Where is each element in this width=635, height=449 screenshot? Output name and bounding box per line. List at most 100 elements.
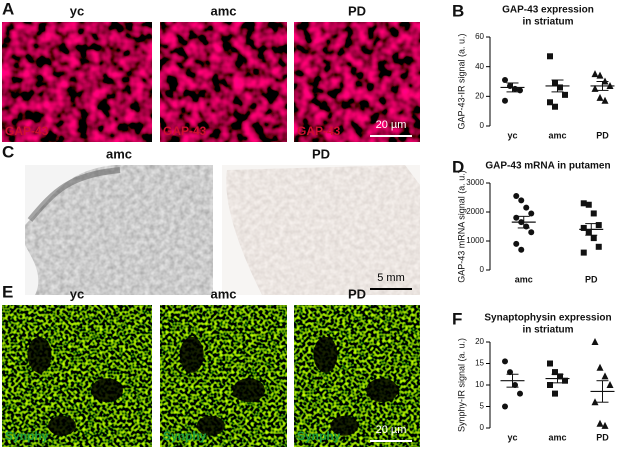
point — [547, 99, 553, 106]
point — [502, 358, 508, 365]
x-tick-label: PD — [596, 130, 609, 140]
dark-area — [196, 415, 225, 436]
dark-area — [48, 415, 76, 436]
dark-area — [179, 336, 204, 373]
micrograph — [294, 22, 420, 142]
y-axis-label: GAP-43 mRNA signal (a. u.) — [456, 170, 466, 283]
panel-letter: F — [452, 309, 462, 328]
point — [552, 103, 558, 110]
y-axis-label: GAP-43-IR signal (a. u.) — [456, 33, 466, 129]
x-tick-label: amc — [548, 432, 566, 442]
x-tick-label: yc — [507, 130, 517, 140]
point — [585, 229, 592, 236]
column-label: amc — [106, 146, 132, 161]
point — [517, 390, 523, 397]
y-tick-label: 2000 — [466, 207, 484, 216]
point — [591, 398, 599, 406]
stain-label: GAP-43 — [5, 124, 49, 138]
point — [585, 201, 592, 208]
point — [596, 363, 604, 371]
dark-area — [232, 378, 265, 403]
y-tick-label: 10 — [475, 380, 484, 389]
y-tick-label: 0 — [480, 121, 485, 130]
point — [590, 210, 597, 217]
point — [595, 222, 602, 229]
x-tick-label: amc — [515, 274, 533, 284]
point — [512, 382, 518, 388]
scale-label: 20 µm — [376, 424, 407, 436]
point — [517, 87, 523, 94]
point — [518, 246, 525, 253]
panel-letter: D — [452, 157, 464, 176]
point — [562, 91, 568, 98]
scale-label: 5 mm — [377, 272, 405, 284]
point — [580, 249, 587, 256]
y-tick-label: 20 — [475, 337, 484, 346]
y-tick-label: 15 — [475, 359, 484, 368]
scale-label: 20 µm — [376, 119, 407, 131]
stain-label: Synphy — [5, 429, 49, 443]
point — [513, 214, 520, 221]
point — [595, 243, 602, 250]
chart-title: in striatum — [522, 325, 573, 336]
y-axis-label: Synphy-IR signal (a. u.) — [456, 338, 466, 432]
point — [601, 96, 609, 104]
x-tick-label: amc — [548, 130, 566, 140]
point — [507, 369, 513, 376]
point — [591, 338, 599, 345]
column-label: yc — [70, 286, 84, 301]
point — [502, 403, 508, 410]
panel-letter: E — [2, 282, 13, 301]
panel-letter: C — [2, 142, 14, 161]
y-tick-label: 0 — [480, 423, 485, 432]
point — [557, 84, 563, 91]
point — [502, 97, 508, 104]
x-tick-label: PD — [596, 432, 609, 442]
point — [606, 381, 614, 388]
point — [502, 77, 508, 84]
y-tick-label: 0 — [480, 265, 485, 274]
point — [547, 382, 553, 388]
tissue — [25, 165, 213, 295]
chart-title: GAP-43 expression — [502, 5, 594, 16]
dark-area — [366, 378, 399, 403]
point — [523, 204, 530, 211]
point — [601, 372, 609, 380]
cortex — [27, 167, 121, 222]
tissue — [226, 165, 420, 295]
y-tick-label: 20 — [475, 91, 484, 100]
point — [596, 71, 604, 79]
point — [552, 369, 558, 376]
chart-title: in striatum — [522, 17, 573, 28]
point — [580, 224, 587, 231]
chart-title: GAP-43 mRNA in putamen — [485, 161, 610, 172]
stain-label: GAP-43 — [297, 124, 341, 138]
column-label: amc — [210, 3, 236, 18]
micrograph — [2, 22, 152, 142]
point — [557, 373, 563, 380]
point — [562, 377, 568, 384]
dark-area — [313, 336, 338, 373]
point — [596, 93, 604, 101]
point — [528, 229, 535, 236]
chart-title: Synaptophysin expression — [484, 313, 611, 324]
point — [518, 197, 525, 204]
point — [580, 200, 587, 207]
point — [591, 70, 599, 78]
y-tick-label: 40 — [475, 62, 484, 71]
stain-label: Synphy — [163, 429, 207, 443]
point — [528, 210, 535, 217]
point — [590, 235, 597, 242]
point — [513, 193, 520, 200]
point — [547, 53, 553, 60]
stain-label: GAP-43 — [163, 124, 207, 138]
column-label: yc — [70, 3, 84, 18]
stain-label: Synphy — [297, 429, 341, 443]
y-tick-label: 5 — [480, 402, 485, 411]
column-label: PD — [348, 3, 366, 18]
column-label: PD — [348, 286, 366, 301]
micrograph — [160, 22, 287, 142]
